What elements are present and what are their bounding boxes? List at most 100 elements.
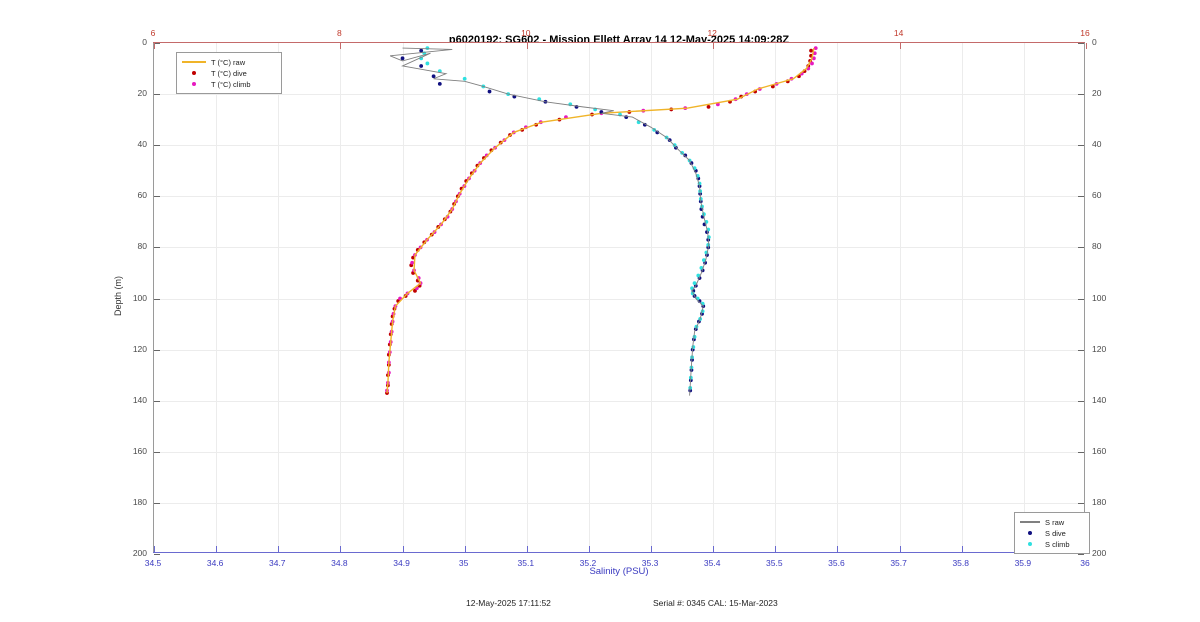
depth-tick: [1078, 247, 1084, 249]
gridline-horizontal: [154, 451, 1084, 453]
legend-temperature[interactable]: T (°C) raw T (°C) dive T (°C) climb: [176, 52, 282, 94]
gridline-vertical: [464, 43, 466, 552]
gridline-vertical: [837, 43, 839, 552]
series-s-climb: [419, 46, 711, 390]
depth-tick-label-right: 100: [1092, 292, 1107, 303]
data-point: [431, 74, 436, 79]
temperature-tick-label: 12: [707, 28, 717, 38]
depth-tick-label-right: 40: [1092, 139, 1102, 150]
depth-tick: [1078, 298, 1084, 300]
depth-tick: [154, 145, 160, 147]
data-series-layer: [385, 46, 818, 396]
depth-tick: [1078, 554, 1084, 555]
temperature-axis-line: [153, 42, 1085, 43]
temperature-tick: [899, 43, 901, 49]
depth-tick-label-right: 160: [1092, 445, 1107, 456]
salinity-axis-line: [153, 552, 1085, 553]
gridline-horizontal: [154, 298, 1084, 300]
depth-tick-label-left: 100: [132, 292, 147, 303]
series-s-dive: [400, 48, 711, 393]
legend-dot-swatch-icon: [1019, 539, 1041, 549]
series-s-raw: [389, 47, 710, 396]
data-point: [810, 61, 814, 66]
legend-entry[interactable]: T (°C) raw: [181, 57, 276, 67]
depth-tick-label-right: 140: [1092, 394, 1107, 405]
temperature-tick-label: 10: [521, 28, 531, 38]
salinity-tick-label: 35.3: [641, 558, 659, 568]
depth-tick-label-left: 40: [137, 139, 147, 150]
data-point: [706, 235, 711, 240]
swatch: [1028, 542, 1032, 546]
legend-entry[interactable]: S dive: [1019, 528, 1084, 538]
data-point: [683, 153, 688, 158]
salinity-tick-label: 35.9: [1014, 558, 1032, 568]
data-point: [691, 345, 696, 349]
data-point: [400, 56, 405, 61]
gridline-horizontal: [154, 502, 1084, 504]
plot-area: [153, 42, 1087, 555]
salinity-tick-label: 35.8: [952, 558, 969, 568]
salinity-tick: [216, 546, 218, 552]
data-point: [437, 81, 442, 86]
depth-tick-label-left: 180: [132, 496, 147, 507]
depth-tick-label-left: 120: [132, 343, 147, 354]
data-point: [813, 46, 818, 51]
temperature-tick-label: 16: [1080, 28, 1090, 38]
depth-axis-title: Depth (m): [113, 275, 123, 317]
salinity-tick: [837, 546, 839, 552]
salinity-tick-label: 35.6: [828, 558, 845, 568]
series-t-c-climb: [385, 46, 818, 393]
legend-entry[interactable]: T (°C) dive: [181, 68, 276, 78]
salinity-tick: [588, 546, 590, 552]
salinity-tick: [464, 546, 466, 552]
depth-tick-label-right: 180: [1092, 496, 1107, 507]
temperature-tick: [526, 43, 528, 49]
gridline-vertical: [961, 43, 963, 552]
legend-salinity[interactable]: S raw S dive S climb: [1014, 512, 1090, 554]
depth-tick: [154, 349, 160, 351]
data-point: [425, 61, 430, 66]
legend-entry[interactable]: S climb: [1019, 539, 1084, 549]
depth-tick: [154, 43, 160, 44]
data-point: [809, 48, 813, 53]
swatch: [1020, 521, 1040, 523]
gridline-vertical: [713, 43, 715, 552]
gridline-horizontal: [154, 400, 1084, 402]
salinity-tick: [526, 546, 528, 552]
legend-label: T (°C) dive: [211, 68, 247, 78]
data-point: [462, 76, 467, 81]
legend-label: T (°C) raw: [211, 57, 246, 67]
gridline-vertical: [216, 43, 218, 552]
salinity-tick: [278, 546, 280, 552]
legend-entry[interactable]: S raw: [1019, 517, 1084, 527]
swatch: [192, 82, 196, 86]
salinity-tick-label: 35.4: [703, 558, 721, 568]
data-point: [811, 56, 816, 61]
depth-tick: [154, 247, 160, 249]
temperature-tick: [340, 43, 342, 49]
swatch: [1028, 531, 1032, 535]
depth-tick-label-left: 200: [132, 548, 147, 558]
data-point: [696, 273, 701, 278]
depth-tick-label-right: 200: [1092, 548, 1107, 558]
series-t-c-raw: [386, 47, 815, 394]
salinity-tick-label: 35.7: [890, 558, 907, 568]
legend-entry[interactable]: T (°C) climb: [181, 79, 276, 89]
data-point: [487, 89, 492, 94]
depth-tick-label-left: 60: [137, 190, 147, 201]
data-point: [419, 64, 424, 68]
gridline-vertical: [526, 43, 528, 552]
data-point: [706, 104, 711, 109]
gridline-vertical: [340, 43, 342, 552]
salinity-tick-label: 34.7: [268, 558, 286, 568]
depth-tick-label-left: 140: [132, 394, 147, 405]
gridline-horizontal: [154, 94, 1084, 96]
depth-tick: [1078, 451, 1084, 453]
salinity-tick: [340, 546, 342, 552]
salinity-axis-title: Salinity (PSU): [589, 566, 649, 577]
gridline-vertical: [278, 43, 280, 552]
depth-tick-label-right: 0: [1092, 37, 1097, 47]
salinity-tick-label: 35: [458, 558, 469, 568]
gridline-horizontal: [154, 349, 1084, 351]
data-point: [692, 281, 697, 286]
